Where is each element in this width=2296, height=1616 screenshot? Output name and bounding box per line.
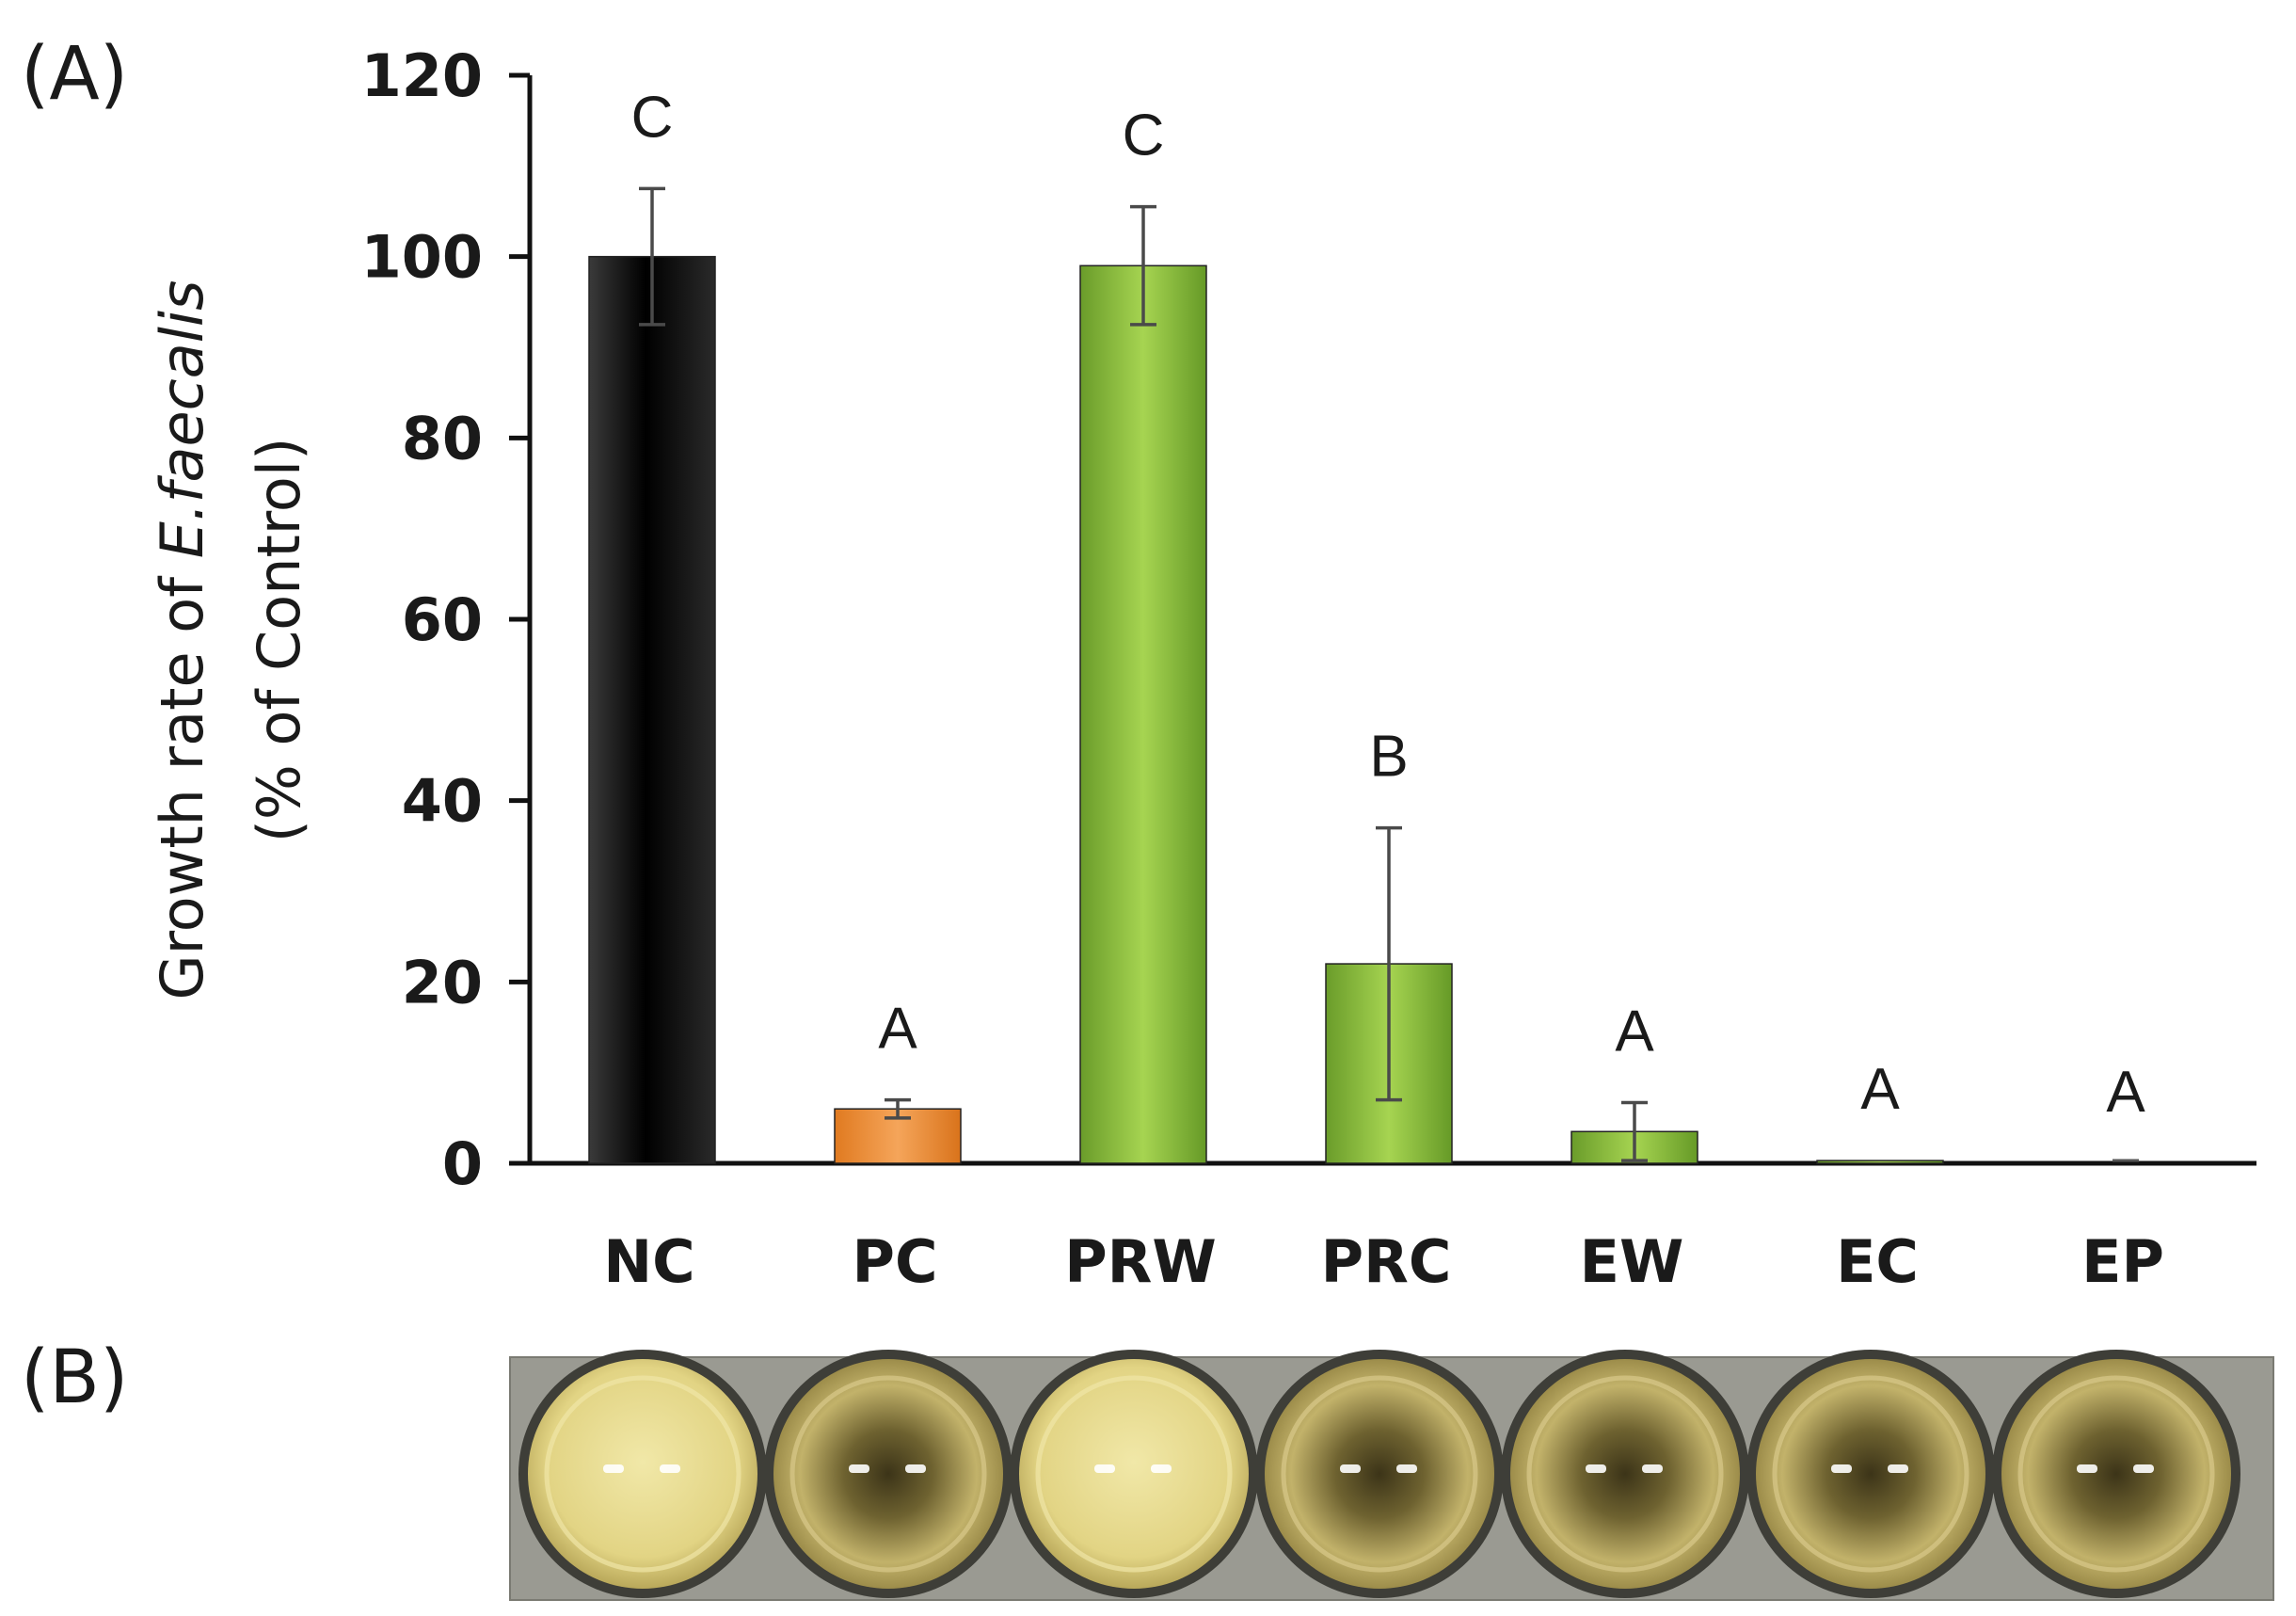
bar-prw xyxy=(1079,264,1207,1164)
well-highlight xyxy=(1396,1464,1417,1473)
well-highlight xyxy=(1151,1464,1172,1473)
well-highlight xyxy=(849,1464,869,1473)
y-tick-label: 40 xyxy=(402,767,483,836)
category-labels: NC PC PRW PRC EW EC EP xyxy=(603,1227,2164,1296)
well-7 xyxy=(2001,1359,2231,1589)
well-plate-photo xyxy=(509,1350,2274,1601)
y-tick-label: 80 xyxy=(402,404,483,472)
well-meniscus xyxy=(1526,1375,1724,1573)
well-highlight xyxy=(2077,1464,2097,1473)
well-highlight xyxy=(660,1464,680,1473)
well-meniscus xyxy=(544,1375,741,1573)
y-tick-label: 120 xyxy=(361,41,483,110)
well-2 xyxy=(773,1359,1003,1589)
y-tick-label: 20 xyxy=(402,948,483,1016)
panel-a-label: (A) xyxy=(21,32,128,117)
category-label-ec: EC xyxy=(1836,1227,1919,1296)
well-meniscus xyxy=(789,1375,987,1573)
well-3 xyxy=(1019,1359,1249,1589)
well-meniscus xyxy=(1281,1375,1478,1573)
y-axis-label-species: E.faecalis xyxy=(148,280,216,559)
significance-nc: C xyxy=(631,85,674,150)
category-label-prc: PRC xyxy=(1321,1227,1452,1296)
well-meniscus xyxy=(1772,1375,1969,1573)
well-highlight xyxy=(1586,1464,1606,1473)
well-highlight xyxy=(1642,1464,1663,1473)
significance-ep: A xyxy=(2106,1060,2145,1125)
well-highlight xyxy=(1094,1464,1115,1473)
bar-ec xyxy=(1816,1160,1944,1164)
y-tick-label: 0 xyxy=(442,1129,483,1198)
wells xyxy=(518,1350,2240,1598)
error-bars xyxy=(639,186,1648,1162)
well-5 xyxy=(1510,1359,1740,1589)
significance-prc: B xyxy=(1369,725,1408,790)
well-meniscus xyxy=(2017,1375,2215,1573)
significance-ec: A xyxy=(1860,1057,1900,1122)
well-6 xyxy=(1756,1359,1985,1589)
significance-labels: C A C B A A A xyxy=(631,85,2146,1125)
well-highlight xyxy=(2133,1464,2154,1473)
category-label-pc: PC xyxy=(853,1227,938,1296)
panel-b-label: (B) xyxy=(21,1336,128,1420)
well-4 xyxy=(1265,1359,1494,1589)
category-label-nc: NC xyxy=(603,1227,694,1296)
well-highlight xyxy=(1888,1464,1908,1473)
y-tick-label: 60 xyxy=(402,585,483,654)
bars xyxy=(588,255,2139,1164)
category-label-prw: PRW xyxy=(1064,1227,1217,1296)
significance-ew: A xyxy=(1615,999,1654,1064)
y-axis-label: Growth rate of E.faecalis xyxy=(148,280,216,1000)
bar-nc xyxy=(588,255,716,1164)
y-ticks: 0 20 40 60 80 100 120 xyxy=(361,41,530,1198)
well-1 xyxy=(528,1359,757,1589)
well-meniscus xyxy=(1035,1375,1233,1573)
well-highlight xyxy=(905,1464,926,1473)
significance-pc: A xyxy=(878,997,917,1062)
y-axis-label-unit: (% of Control) xyxy=(245,438,313,843)
category-label-ew: EW xyxy=(1580,1227,1684,1296)
y-tick-label: 100 xyxy=(361,223,483,292)
well-highlight xyxy=(1340,1464,1361,1473)
well-highlight xyxy=(603,1464,624,1473)
well-highlight xyxy=(1831,1464,1852,1473)
category-label-ep: EP xyxy=(2081,1227,2164,1296)
y-axis-label-prefix: Growth rate of xyxy=(148,558,216,1000)
significance-prw: C xyxy=(1123,104,1165,168)
